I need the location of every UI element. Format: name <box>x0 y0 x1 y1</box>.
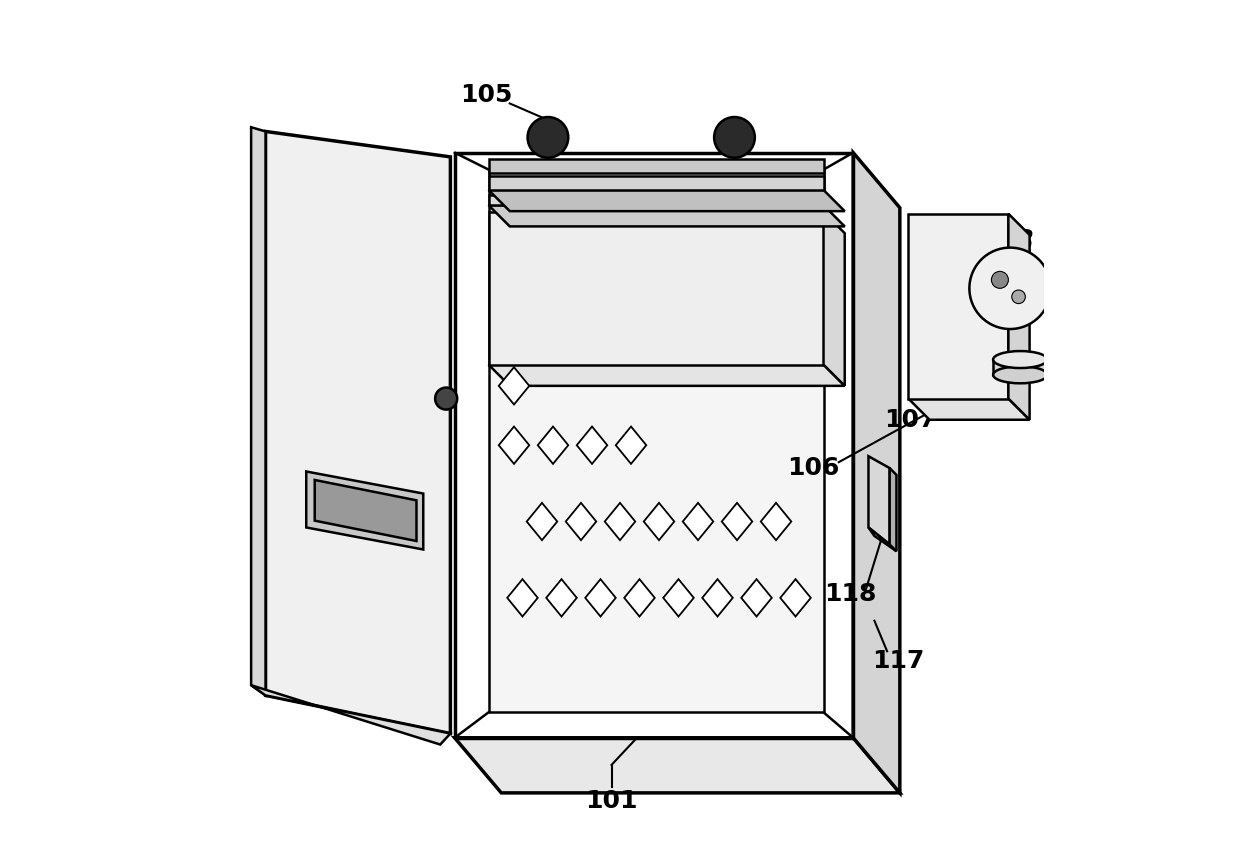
Polygon shape <box>306 471 423 550</box>
Polygon shape <box>993 360 1048 375</box>
Circle shape <box>527 117 568 158</box>
Circle shape <box>714 117 755 158</box>
Circle shape <box>1012 290 1025 304</box>
Polygon shape <box>644 503 675 540</box>
Polygon shape <box>498 367 529 404</box>
Polygon shape <box>853 153 900 793</box>
Polygon shape <box>565 503 596 540</box>
Polygon shape <box>489 176 823 190</box>
Text: 106: 106 <box>787 456 839 480</box>
Circle shape <box>992 271 1008 288</box>
Polygon shape <box>605 503 635 540</box>
Polygon shape <box>527 503 557 540</box>
Polygon shape <box>489 170 823 712</box>
Polygon shape <box>577 427 608 464</box>
Text: B: B <box>1012 227 1033 256</box>
Text: 105: 105 <box>460 83 512 107</box>
Polygon shape <box>722 503 753 540</box>
Text: 117: 117 <box>872 650 924 673</box>
Ellipse shape <box>993 351 1048 368</box>
Text: 103: 103 <box>310 387 362 410</box>
Polygon shape <box>585 579 616 616</box>
Text: 101: 101 <box>585 789 637 813</box>
Polygon shape <box>616 427 646 464</box>
Polygon shape <box>455 738 900 793</box>
Polygon shape <box>489 205 844 226</box>
Polygon shape <box>489 195 823 205</box>
Polygon shape <box>538 427 568 464</box>
Circle shape <box>435 388 458 410</box>
Text: 113: 113 <box>909 363 962 387</box>
Polygon shape <box>742 579 771 616</box>
Text: 104: 104 <box>250 484 303 508</box>
Polygon shape <box>624 579 655 616</box>
Text: 107: 107 <box>884 408 936 432</box>
Polygon shape <box>489 212 823 365</box>
Polygon shape <box>909 214 1008 399</box>
Polygon shape <box>547 579 577 616</box>
Polygon shape <box>1008 214 1029 420</box>
Polygon shape <box>489 365 844 386</box>
Polygon shape <box>252 685 450 745</box>
Polygon shape <box>489 190 844 211</box>
Polygon shape <box>252 127 265 695</box>
Text: 102: 102 <box>268 287 320 310</box>
Ellipse shape <box>993 366 1048 383</box>
Polygon shape <box>761 503 791 540</box>
Polygon shape <box>498 427 529 464</box>
Polygon shape <box>663 579 693 616</box>
Polygon shape <box>683 503 713 540</box>
Polygon shape <box>507 579 538 616</box>
Polygon shape <box>889 468 897 551</box>
Polygon shape <box>909 399 1029 420</box>
Polygon shape <box>315 480 417 541</box>
Polygon shape <box>868 527 897 551</box>
Polygon shape <box>702 579 733 616</box>
Polygon shape <box>868 456 889 544</box>
Text: 118: 118 <box>825 582 877 605</box>
Circle shape <box>970 248 1050 329</box>
Polygon shape <box>823 212 844 386</box>
Polygon shape <box>780 579 811 616</box>
Polygon shape <box>489 159 823 173</box>
Polygon shape <box>265 131 450 734</box>
